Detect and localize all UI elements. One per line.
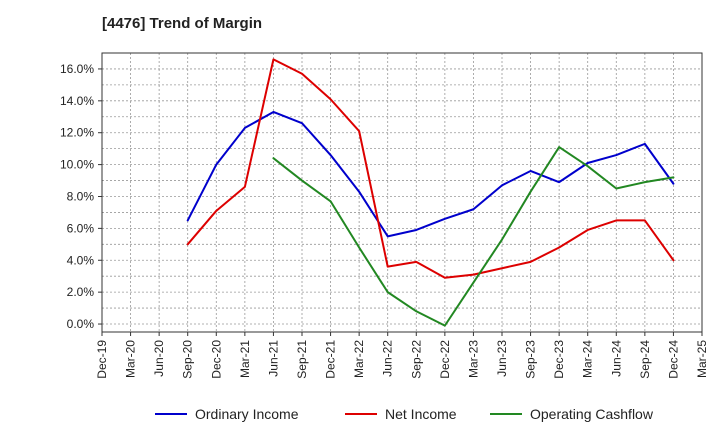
legend-label-net-income: Net Income	[385, 406, 457, 422]
series-line-net-income	[186, 58, 675, 279]
x-tick-label: Dec-21	[324, 340, 338, 379]
x-tick-label: Dec-23	[552, 340, 566, 379]
y-tick-label: 6.0%	[67, 221, 95, 235]
y-tick-label: 14.0%	[60, 94, 94, 108]
x-tick-label: Mar-21	[238, 340, 252, 378]
plot-frame	[101, 52, 703, 333]
chart-title: [4476] Trend of Margin	[102, 15, 263, 32]
x-tick-label: Sep-21	[295, 340, 309, 379]
y-tick-label: 4.0%	[67, 253, 95, 267]
x-tick-label: Dec-22	[438, 340, 452, 379]
x-tick-label: Mar-24	[581, 340, 595, 378]
legend-label-operating-cashflow: Operating Cashflow	[530, 406, 654, 422]
y-tick-label: 8.0%	[67, 189, 95, 203]
x-tick-label: Mar-23	[466, 340, 480, 378]
x-tick-label: Jun-20	[152, 340, 166, 377]
x-tick-label: Sep-20	[181, 340, 195, 379]
y-tick-label: 12.0%	[60, 126, 94, 140]
x-tick-label: Jun-23	[495, 340, 509, 377]
y-tick-label: 16.0%	[60, 62, 94, 76]
x-tick-label: Sep-24	[638, 340, 652, 379]
legend-label-ordinary-income: Ordinary Income	[195, 406, 299, 422]
y-tick-label: 10.0%	[60, 158, 94, 172]
x-tick-label: Sep-22	[409, 340, 423, 379]
x-tick-label: Dec-20	[209, 340, 223, 379]
series-line-operating-cashflow	[272, 146, 675, 327]
y-tick-label: 2.0%	[67, 285, 95, 299]
y-tick-label: 0.0%	[67, 317, 95, 331]
x-tick-label: Jun-24	[609, 340, 623, 377]
x-tick-label: Dec-19	[95, 340, 109, 379]
x-tick-label: Sep-23	[524, 340, 538, 379]
x-tick-label: Mar-20	[124, 340, 138, 378]
x-tick-label: Dec-24	[666, 340, 680, 379]
x-tick-label: Mar-25	[695, 340, 709, 378]
x-tick-label: Jun-21	[266, 340, 280, 377]
x-tick-label: Mar-22	[352, 340, 366, 378]
series-line-ordinary-income	[186, 110, 675, 238]
x-tick-label: Jun-22	[381, 340, 395, 377]
